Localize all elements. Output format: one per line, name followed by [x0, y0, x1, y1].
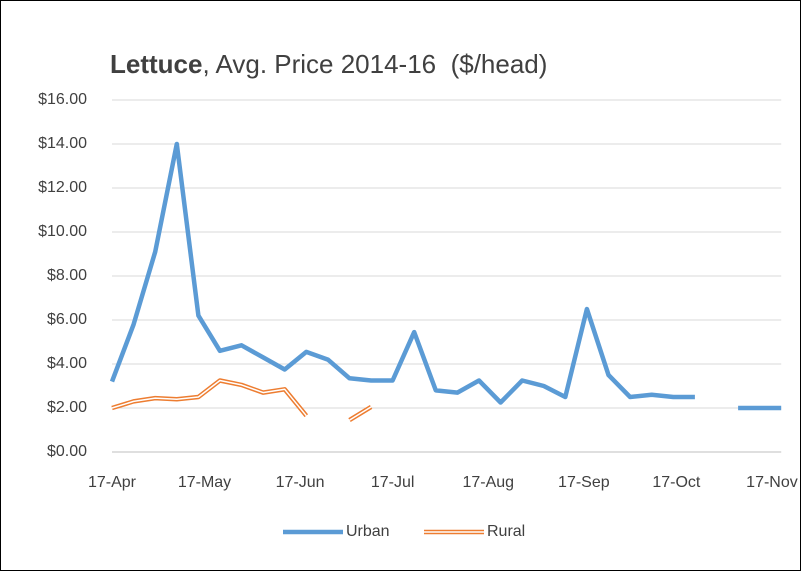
- y-tick-label: $12.00: [38, 179, 87, 196]
- legend-label: Urban: [346, 523, 390, 540]
- title-rest: , Avg. Price 2014-16 ($/head): [202, 49, 547, 79]
- x-tick-label: 17-Oct: [652, 474, 701, 491]
- x-tick-label: 17-Apr: [88, 474, 137, 491]
- x-tick-label: 17-Nov: [746, 474, 798, 491]
- x-tick-label: 17-Sep: [558, 474, 610, 491]
- chart-title: Lettuce, Avg. Price 2014-16 ($/head): [110, 49, 547, 79]
- x-tick-label: 17-May: [178, 474, 231, 491]
- x-tick-label: 17-Aug: [462, 474, 514, 491]
- y-tick-label: $0.00: [47, 443, 87, 460]
- urban-line: [109, 141, 782, 411]
- y-tick-label: $4.00: [47, 355, 87, 372]
- y-tick-label: $8.00: [47, 267, 87, 284]
- x-tick-label: 17-Jul: [371, 474, 415, 491]
- y-tick-label: $10.00: [38, 223, 87, 240]
- x-tick-label: 17-Jun: [276, 474, 325, 491]
- y-tick-label: $14.00: [38, 135, 87, 152]
- legend-label: Rural: [487, 523, 525, 540]
- rural-line-inner: [111, 379, 372, 421]
- title-bold: Lettuce: [110, 49, 202, 79]
- y-tick-label: $2.00: [47, 399, 87, 416]
- y-tick-label: $16.00: [38, 91, 87, 108]
- y-tick-label: $6.00: [47, 311, 87, 328]
